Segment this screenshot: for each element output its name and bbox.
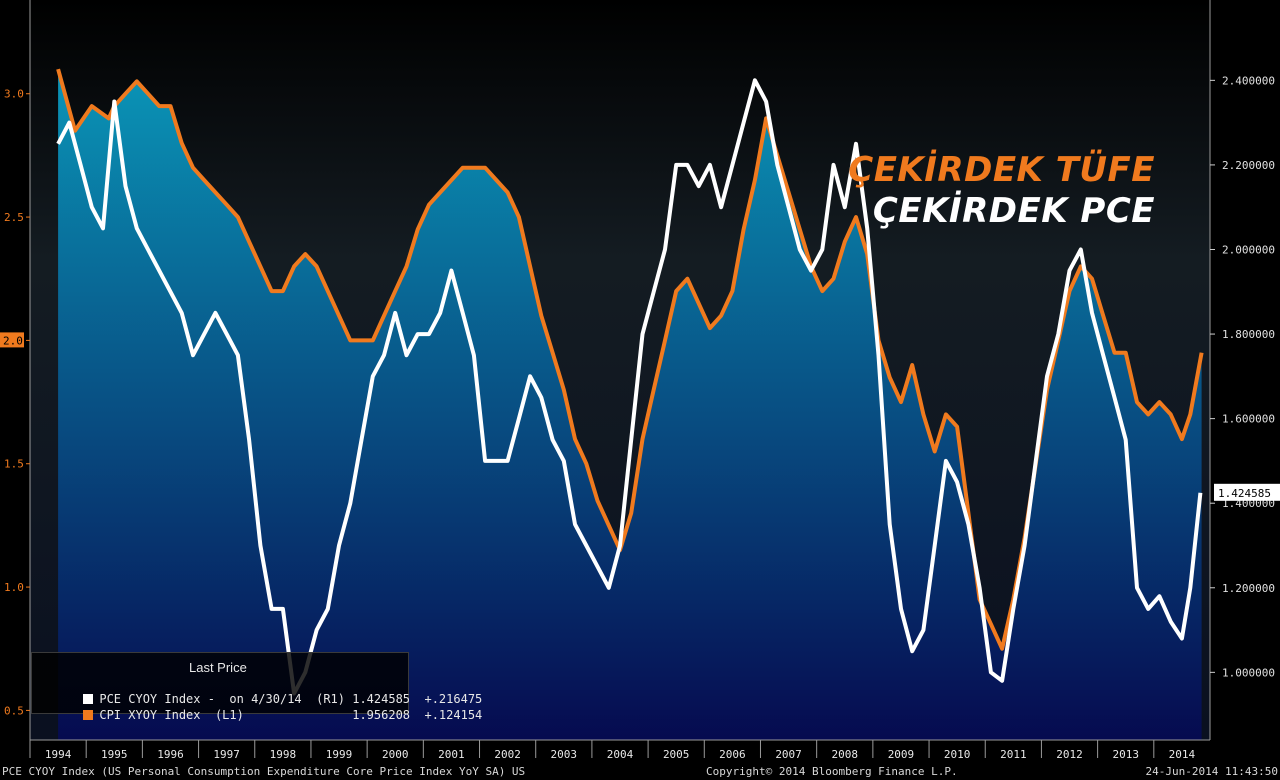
x-tick-label: 1995 — [101, 748, 128, 761]
x-tick-label: 2010 — [944, 748, 971, 761]
cpi-area-fill — [58, 69, 1202, 741]
legend-cpi-text: CPI XYOY Index (L1) 1.956208 +.124154 — [99, 708, 483, 722]
left-last-value-tag — [0, 332, 24, 348]
x-tick-label: 2008 — [832, 748, 859, 761]
x-tick-label: 1998 — [270, 748, 297, 761]
right-tick-label: 1.800000 — [1222, 328, 1275, 341]
left-tick-label: 1.5 — [4, 458, 24, 471]
legend-pce-text: PCE CYOY Index - on 4/30/14 (R1) 1.42458… — [99, 692, 483, 706]
x-tick-label: 1997 — [213, 748, 240, 761]
right-tick-label: 1.600000 — [1222, 413, 1275, 426]
right-tick-label: 1.200000 — [1222, 582, 1275, 595]
x-tick-label: 2000 — [382, 748, 409, 761]
x-tick-label: 2014 — [1169, 748, 1196, 761]
right-tick-label: 1.000000 — [1222, 666, 1275, 679]
x-tick-label: 2012 — [1056, 748, 1083, 761]
x-tick-label: 1994 — [45, 748, 72, 761]
x-tick-label: 2013 — [1112, 748, 1139, 761]
left-last-value-label: 2.0 — [3, 334, 23, 347]
left-tick-label: 1.0 — [4, 581, 24, 594]
right-tick-label: 2.200000 — [1222, 159, 1275, 172]
cpi-title: ÇEKİRDEK TÜFE — [848, 150, 1155, 190]
x-tick-label: 2009 — [888, 748, 915, 761]
legend-row-cpi: CPI XYOY Index (L1) 1.956208 +.124154 — [40, 694, 482, 736]
x-tick-label: 1999 — [326, 748, 353, 761]
x-tick-label: 1996 — [157, 748, 184, 761]
cpi-swatch — [83, 710, 94, 720]
x-tick-label: 2005 — [663, 748, 690, 761]
right-last-value-label: 1.424585 — [1218, 487, 1271, 500]
right-last-value-tag — [1214, 483, 1280, 501]
x-tick-label: 2002 — [494, 748, 521, 761]
right-tick-label: 2.000000 — [1222, 243, 1275, 256]
x-tick-label: 2007 — [775, 748, 802, 761]
x-tick-label: 2011 — [1000, 748, 1027, 761]
x-tick-label: 2001 — [438, 748, 465, 761]
x-tick-label: 2006 — [719, 748, 746, 761]
footer-copyright: Copyright© 2014 Bloomberg Finance L.P. — [706, 765, 958, 778]
x-tick-label: 2004 — [607, 748, 634, 761]
footer-description: PCE CYOY Index (US Personal Consumption … — [2, 765, 526, 778]
left-tick-label: 2.5 — [4, 211, 24, 224]
x-tick-label: 2003 — [551, 748, 578, 761]
legend-row-pce: PCE CYOY Index - on 4/30/14 (R1) 1.42458… — [40, 678, 482, 720]
left-tick-label: 3.0 — [4, 88, 24, 101]
left-tick-label: 0.5 — [4, 704, 24, 717]
pce-swatch — [83, 694, 94, 704]
pce-title: ÇEKİRDEK PCE — [872, 191, 1155, 231]
legend: Last Price PCE CYOY Index - on 4/30/14 (… — [31, 652, 482, 722]
pce-line — [56, 78, 1203, 696]
legend-header: Last Price — [189, 660, 247, 675]
right-tick-label: 2.400000 — [1222, 74, 1275, 87]
footer-timestamp: 24-Jun-2014 11:43:50 — [1145, 765, 1278, 778]
